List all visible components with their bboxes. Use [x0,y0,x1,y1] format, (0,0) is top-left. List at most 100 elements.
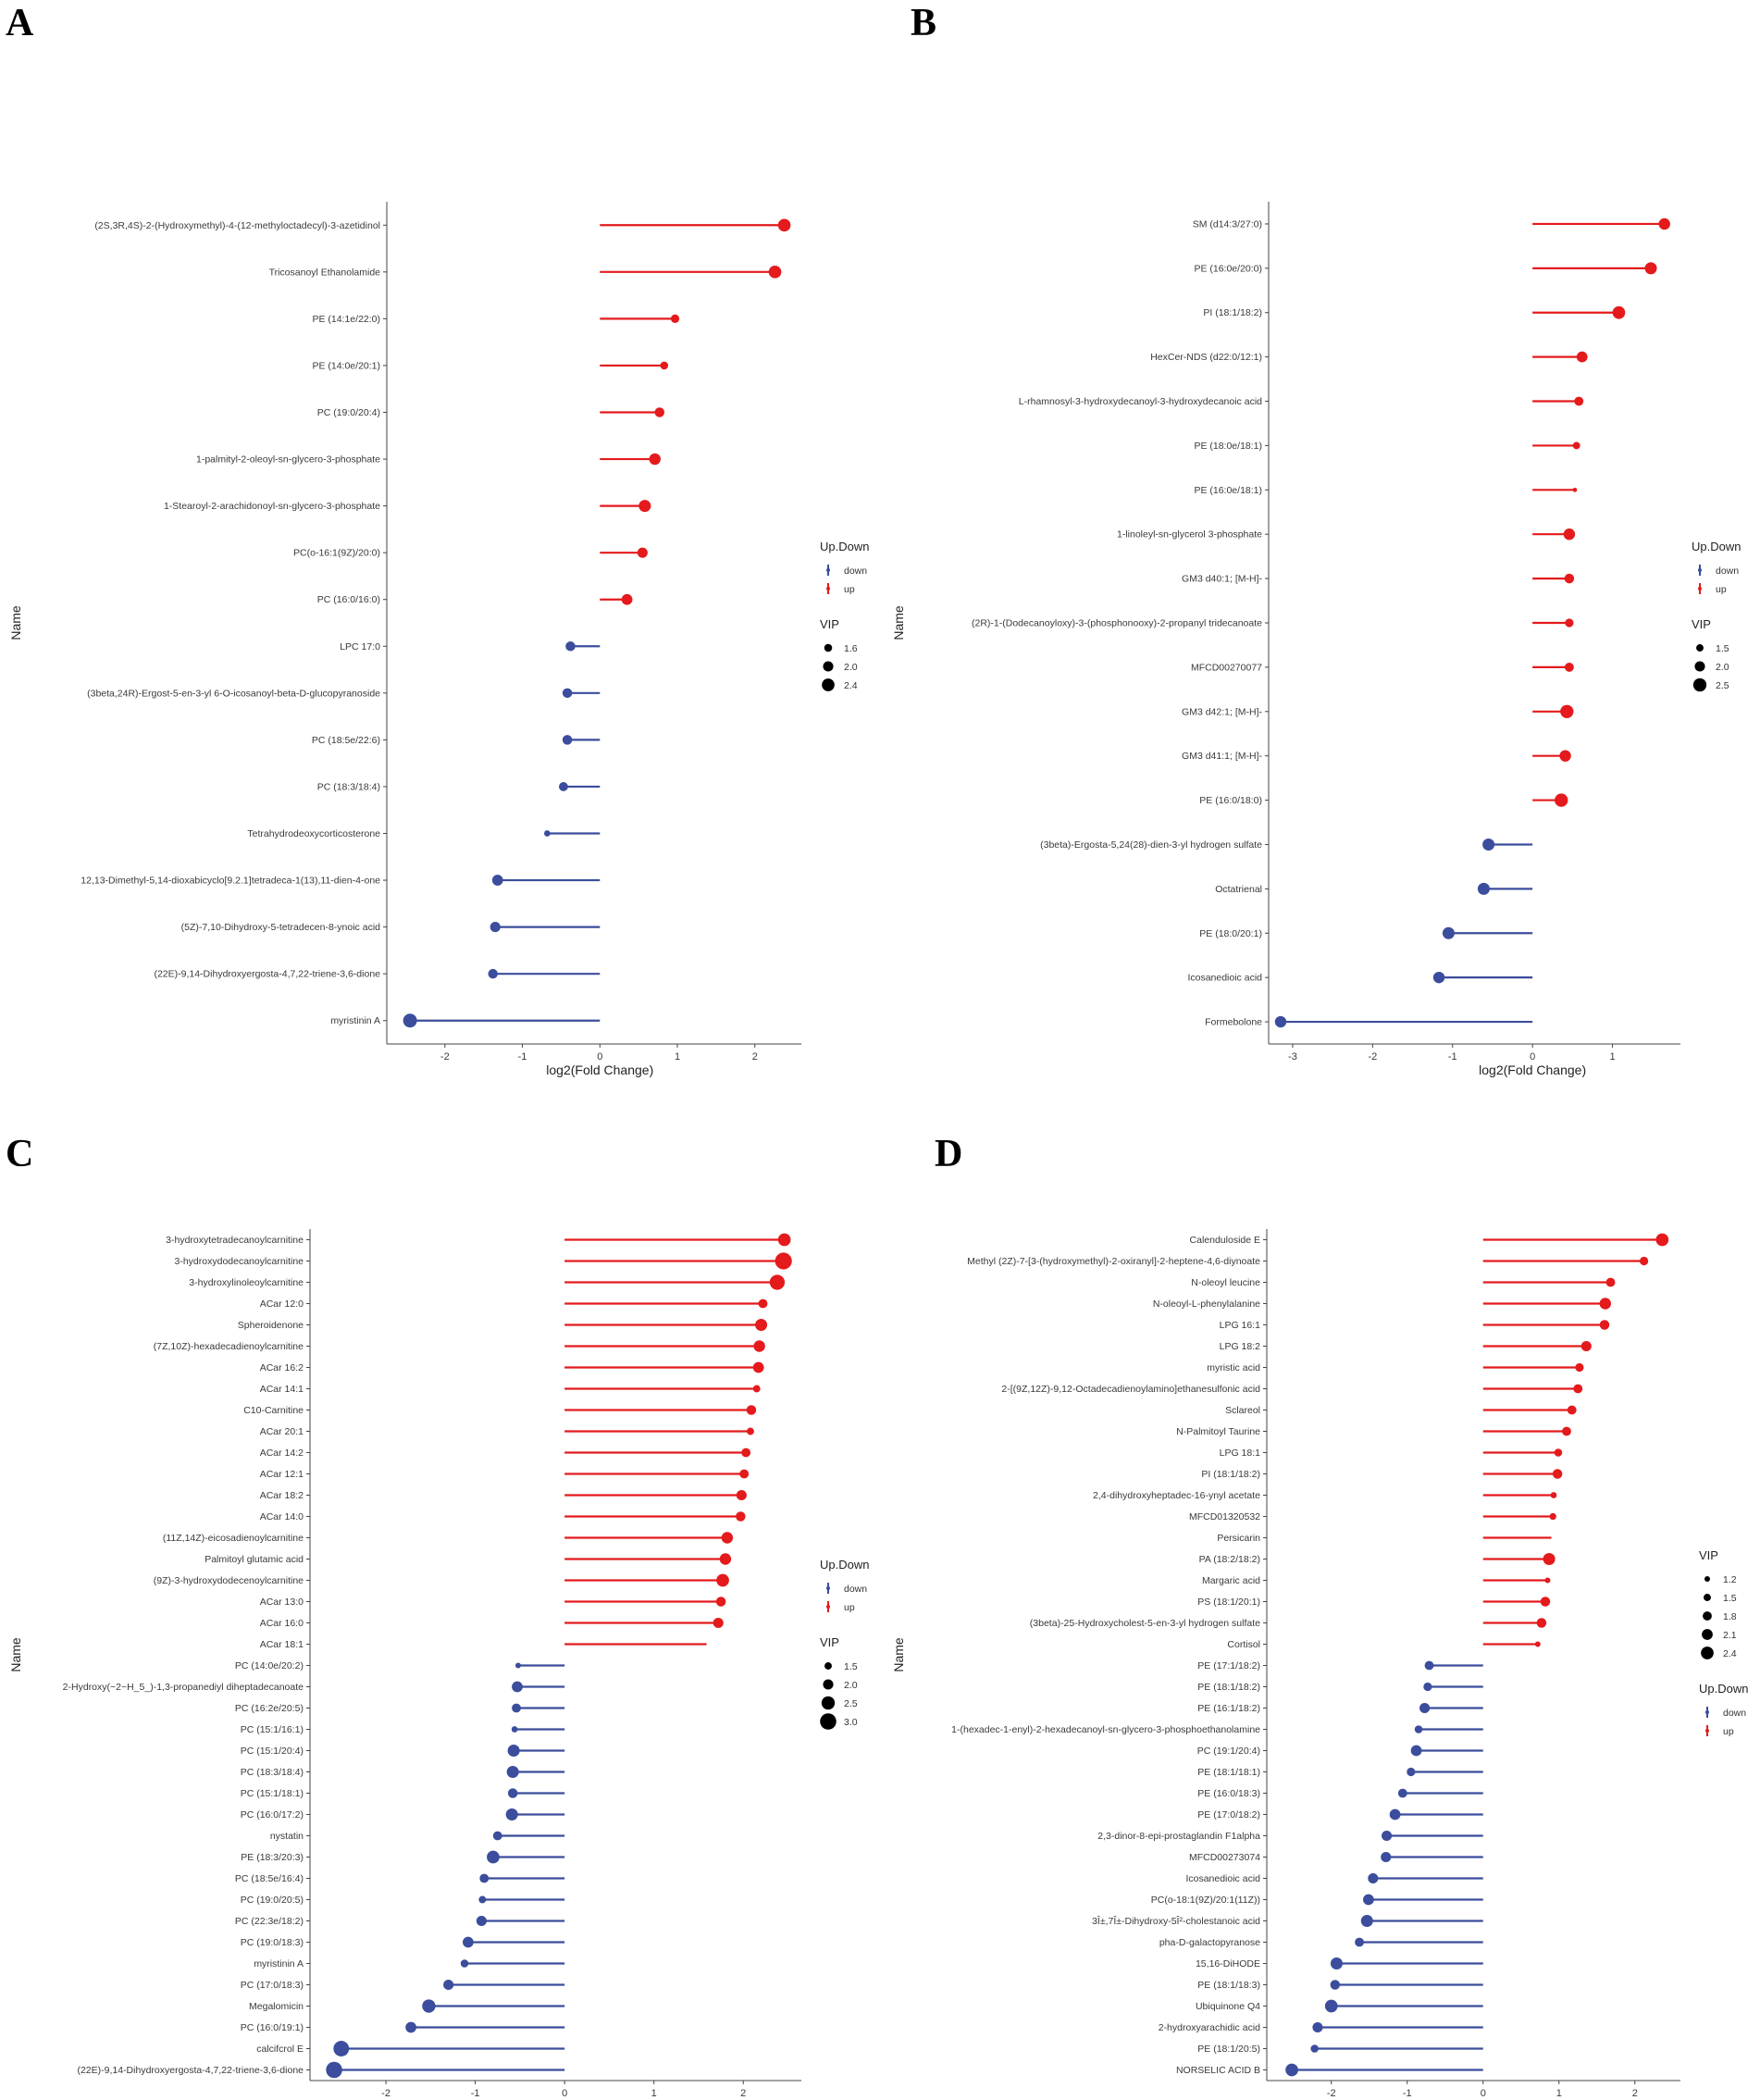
panel-d-letter: D [935,1133,962,1175]
x-tick-label: -1 [471,2088,480,2099]
legend-title-updown: Up.Down [1692,540,1741,553]
y-tick-label: PE (16:0/18:3) [1197,1788,1260,1799]
y-tick-label: PC (18:5e/22:6) [312,735,380,746]
y-tick-label: 2-Hydroxy(~2~H_5_)-1,3-propanediyl dihep… [63,1682,304,1693]
y-tick-label: nystatin [270,1831,304,1842]
lollipop-point [488,968,498,979]
x-axis-title: log2(Fold Change) [1479,1062,1586,1077]
lollipop-point [1424,1660,1434,1671]
lollipop-point [1285,2063,1298,2077]
y-tick-label: PI (18:1/18:2) [1201,1469,1260,1480]
lollipop-point [1564,573,1575,584]
y-tick-label: NORSELIC ACID B [1176,2065,1260,2076]
legend-label-down: down [1716,565,1739,577]
y-tick-label: 1-Stearoyl-2-arachidonoyl-sn-glycero-3-p… [164,501,380,512]
x-tick-label: 2 [740,2088,746,2099]
y-tick-label: 1-(hexadec-1-enyl)-2-hexadecanoyl-sn-gly… [951,1724,1260,1735]
legend-key-dot [1705,1710,1709,1714]
y-tick-label: PC (16:0/19:1) [241,2022,304,2033]
legend-key-dot [826,587,830,590]
y-tick-label: ACar 16:0 [260,1618,304,1629]
lollipop-point [638,500,651,513]
lollipop-point [752,1361,764,1373]
y-tick-label: C10-Carnitine [243,1405,304,1416]
y-tick-label: ACar 14:1 [260,1384,304,1395]
y-tick-label: Sclareol [1225,1405,1260,1416]
y-tick-label: PE (18:1/20:5) [1197,2044,1260,2055]
lollipop-point [1389,1808,1401,1820]
lollipop-point [704,1643,707,1646]
y-tick-label: PE (17:1/18:2) [1197,1660,1260,1671]
legend-size-dot [823,661,834,672]
y-tick-label: (22E)-9,14-Dihydroxyergosta-4,7,22-trien… [154,969,380,980]
x-tick-label: 1 [675,1051,680,1062]
y-tick-label: pha-D-galactopyranose [1159,1937,1260,1948]
lollipop-point [721,1532,734,1544]
legend-key-dot [1698,568,1702,572]
y-tick-label: (3beta)-Ergosta-5,24(28)-dien-3-yl hydro… [1040,839,1262,851]
panel-a: A -2 -1 0 1 2 log2(Fold Change) Name (2S,3R,4S)… [6,2,869,1077]
y-tick-label: PC (18:3/18:4) [317,781,380,792]
y-tick-label: (9Z)-3-hydroxydodecenoylcarnitine [154,1575,304,1586]
lollipop-point [1312,2021,1323,2033]
y-axis-title: Name [8,1637,23,1672]
y-tick-label: PE (18:0/20:1) [1199,928,1262,939]
lollipop-point [333,2041,350,2057]
x-tick-label: 1 [651,2088,657,2099]
y-tick-label: PE (16:0/18:0) [1199,795,1262,806]
lollipop-point [478,1895,487,1904]
y-tick-label: PE (18:1/18:2) [1197,1682,1260,1693]
y-tick-label: PI (18:1/18:2) [1203,307,1262,318]
x-tick-label: 1 [1556,2088,1562,2099]
y-tick-label: PC (15:1/18:1) [241,1788,304,1799]
x-tick-label: 0 [597,1051,602,1062]
y-tick-label: 15,16-DiHODE [1196,1958,1260,1970]
lollipop-point [562,735,573,745]
lollipop-point [1550,1492,1557,1498]
lollipop-point [1612,305,1626,319]
lollipop-point [1274,1015,1287,1028]
legend-title-updown: Up.Down [820,1558,869,1572]
lollipop-point [476,1915,487,1927]
lollipop-point [1534,1641,1541,1647]
legend-size-label: 2.0 [844,662,858,673]
y-tick-label: ACar 14:2 [260,1448,304,1459]
y-tick-label: N-oleoyl leucine [1191,1277,1260,1288]
y-tick-label: Icosanedioic acid [1185,1873,1260,1884]
lollipop-point [326,2061,342,2079]
lollipop-point [654,407,664,417]
y-tick-label: PE (16:1/18:2) [1197,1703,1260,1714]
legend-title-vip: VIP [820,617,839,631]
panel-a-letter: A [6,2,34,44]
lollipop-point [506,1765,519,1779]
lollipop-point [1559,750,1571,762]
lollipop-point [507,1744,520,1758]
lollipop-point [1363,1894,1374,1906]
x-tick-label: 0 [1481,2088,1486,2099]
lollipop-point [1543,1552,1555,1566]
x-tick-label: 2 [1632,2088,1638,2099]
lollipop-point [1560,704,1574,718]
y-tick-label: ACar 20:1 [260,1426,304,1437]
x-tick-label: -3 [1288,1051,1297,1062]
legend: Up.Down down up VIP 1.5 2.0 2.5 [1692,540,1741,692]
x-tick-label: -1 [1448,1051,1457,1062]
lollipop-point [1414,1725,1423,1733]
lollipop-point [775,1252,792,1270]
y-tick-label: MFCD00270077 [1191,662,1262,673]
legend-size-dot [1704,1576,1710,1582]
lollipop-point [1442,926,1455,939]
lollipop-point [1576,351,1588,363]
legend-label-up: up [844,1602,855,1613]
legend-key-dot [1705,1729,1709,1733]
y-tick-label: 3-hydroxydodecanoylcarnitine [175,1256,304,1267]
lollipop-point [1407,1767,1416,1777]
legend-size-label: 1.8 [1723,1611,1737,1622]
y-tick-label: PE (18:0e/18:1) [1194,441,1262,452]
y-tick-label: Palmitoyl glutamic acid [205,1554,304,1565]
y-tick-label: ACar 13:0 [260,1597,304,1608]
legend-size-label: 2.0 [1716,662,1729,673]
x-tick-label: -1 [1403,2088,1412,2099]
lollipop-point [736,1489,747,1501]
